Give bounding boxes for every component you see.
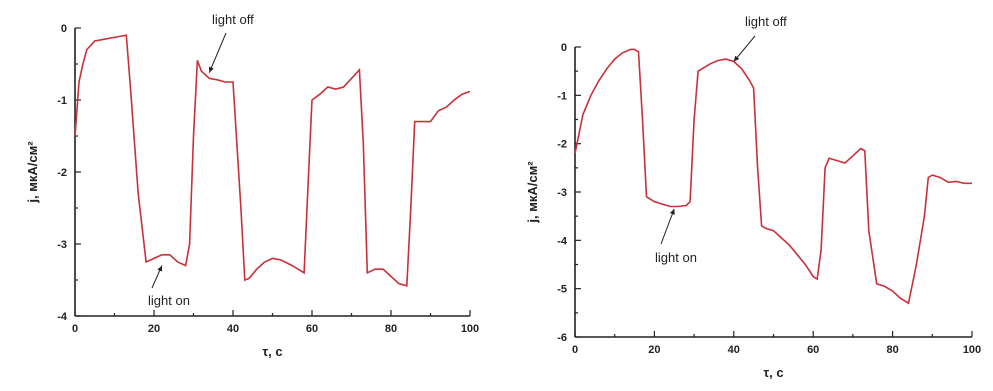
chart2-y-tick-label: -1 [557,90,567,102]
chart2-y-axis-label: j, мкА/см² [525,161,540,224]
chart1-y-tick-label: -1 [57,95,67,107]
chart1-annotation-arrow [208,32,227,73]
chart1-annotation-label: light off [212,12,254,27]
chart1-x-tick-label: 40 [227,323,239,335]
chart1-y-axis-label: j, мкА/см² [25,141,40,204]
chart1-x-tick-label: 60 [306,323,318,335]
chart2-x-tick-label: 40 [728,344,740,356]
chart2-x-tick-label: 80 [886,344,898,356]
chart1-x-tick-label: 80 [385,323,397,335]
chart1-y-tick-label: -2 [57,167,67,179]
chart2-annotation-arrow [660,208,675,245]
chart2-y-tick-label: -5 [557,284,567,296]
chart2-y-tick-label: -3 [557,187,567,199]
chart1-annotation-arrowhead [208,66,214,73]
chart1-y-tick-label: 0 [61,23,67,35]
chart2-x-tick-label: 100 [963,344,981,356]
chart2-x-tick-label: 0 [572,344,578,356]
chart2-series-line [574,48,972,305]
chart1-x-tick-label: 0 [72,323,78,335]
chart1-y-tick-label: -4 [57,311,68,323]
chart2-annotation-label: light on [655,250,697,265]
chart1-y-tick-label: -3 [57,239,67,251]
chart2-y-tick-label: 0 [561,42,567,54]
chart1-series-line [74,34,471,287]
chart1-annotation-arrowhead [157,265,163,272]
chart1-x-tick-label: 100 [461,323,479,335]
chart1-x-tick-label: 20 [148,323,160,335]
chart2-x-axis-label: τ, c [763,365,783,380]
chart2-annotation-label: light off [745,14,787,29]
chart1-x-axis-label: τ, c [262,344,282,359]
chart2-annotation-arrowhead [669,208,675,215]
chart2-x-tick-label: 60 [807,344,819,356]
chart2-y-tick-label: -4 [557,235,568,247]
chart2-y-tick-label: -2 [557,139,567,151]
chart1-annotation-label: light on [148,293,190,308]
chart2-y-tick-label: -6 [557,332,567,344]
chart2-annotation-arrowhead [733,55,740,62]
chart2-annotation-arrow [733,35,756,62]
chart2-x-tick-label: 20 [648,344,660,356]
